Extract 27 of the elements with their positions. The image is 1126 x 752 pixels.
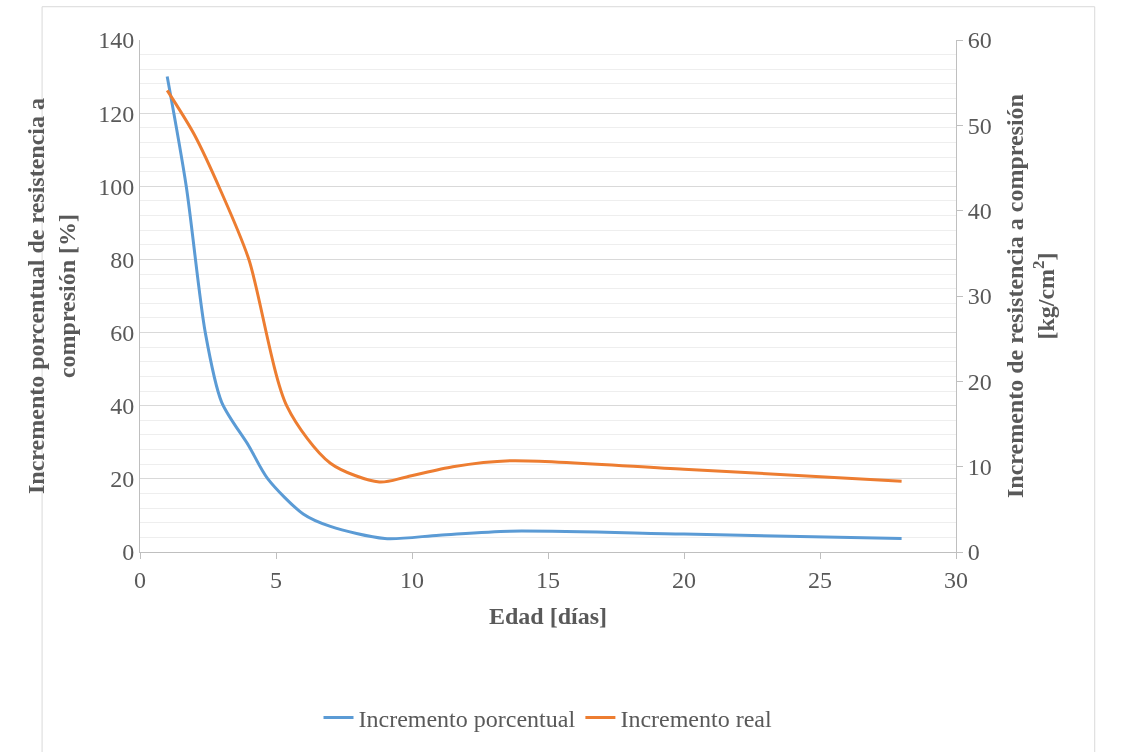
y-tick-label: 120 — [98, 100, 135, 127]
x-axis-title: Edad [días] — [488, 603, 608, 630]
legend-label: Incremento real — [620, 705, 772, 732]
y-axis-title: Incremento porcentual de resistencia a compresión [%] — [23, 98, 81, 494]
x-tick-label: 10 — [400, 566, 424, 593]
legend-label: Incremento porcentual — [358, 705, 576, 732]
x-tick-label: 15 — [536, 566, 560, 593]
y2-tick-label: 60 — [967, 27, 992, 54]
y2-tick-label: 0 — [967, 539, 980, 566]
x-tick-label: 20 — [672, 566, 696, 593]
y-tick-label: 0 — [122, 539, 135, 566]
line-series — [165, 88, 904, 484]
x-tick-label: 25 — [808, 566, 832, 593]
x-tick-label: 5 — [270, 566, 282, 593]
x-tick-label: 30 — [944, 566, 968, 593]
y2-tick-label: 10 — [967, 454, 992, 481]
y-tick-label: 20 — [110, 466, 135, 493]
y2-tick-label: 50 — [967, 112, 992, 139]
y2-tick-label: 40 — [967, 198, 992, 225]
y2-tick-label: 20 — [967, 368, 992, 395]
line-series — [165, 75, 904, 541]
y-tick-label: 40 — [110, 393, 135, 420]
y-tick-label: 60 — [110, 319, 135, 346]
y-tick-label: 140 — [98, 27, 135, 54]
y-tick-label: 80 — [110, 246, 135, 273]
y-tick-label: 100 — [98, 173, 135, 200]
y2-tick-label: 30 — [967, 283, 992, 310]
